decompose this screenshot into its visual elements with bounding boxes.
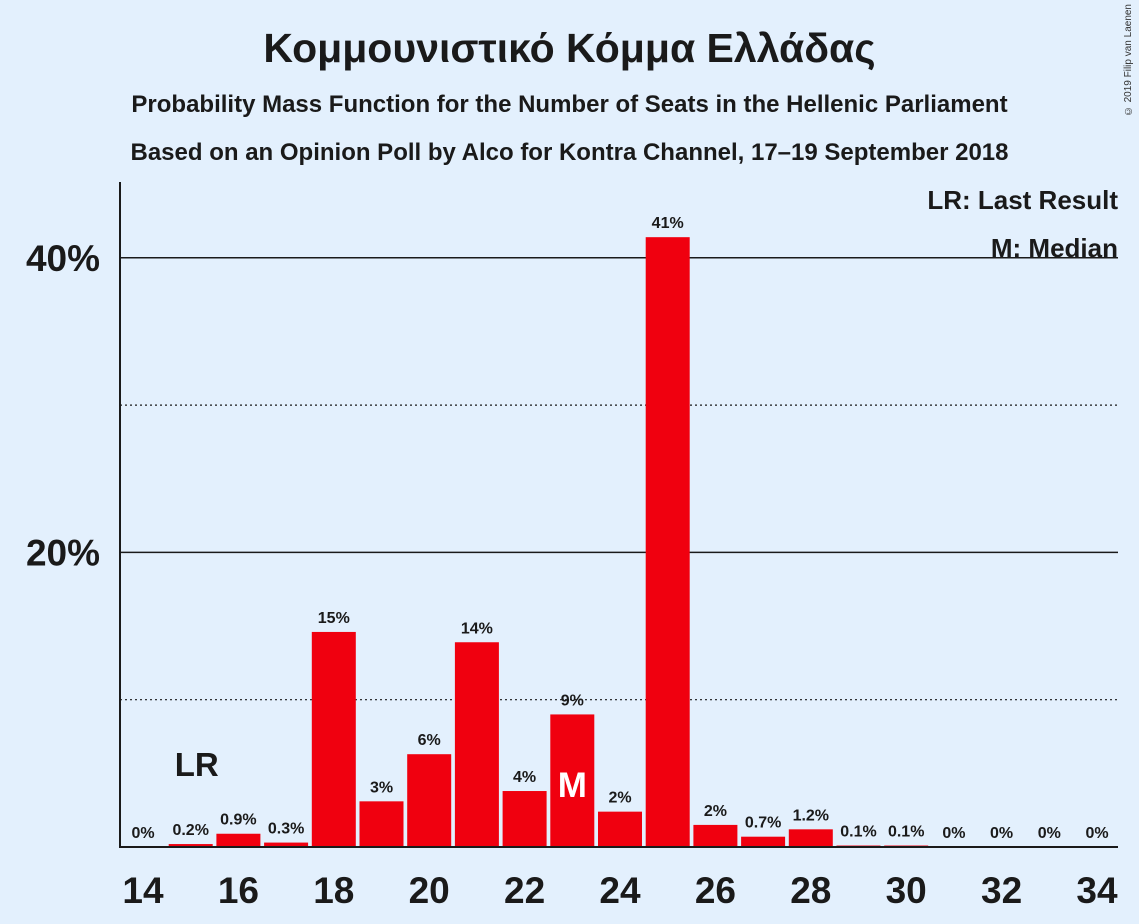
grid-lines [120,257,1118,701]
bar [788,829,833,847]
x-tick-label: 32 [981,870,1022,911]
chart-title: Κομμουνιστικό Κόμμα Ελλάδας [263,25,876,71]
bar [311,631,356,847]
x-tick-label: 26 [695,870,736,911]
bar-value-label: 0.1% [840,824,876,841]
bar-value-label: 0.3% [268,821,304,838]
bar [407,754,452,847]
bar-value-label: 3% [370,779,393,796]
last-result-marker: LR [175,746,219,783]
bar [598,811,642,847]
x-tick-label: 34 [1076,870,1118,911]
x-tick-label: 22 [504,870,545,911]
bar [550,714,595,847]
bar-value-label: 6% [418,732,441,749]
bar [741,836,786,847]
bar-value-label: 41% [652,215,684,232]
bar-value-label: 0% [1038,825,1061,842]
bar [359,801,404,847]
bar-value-label: 0% [131,825,154,842]
bar-value-label: 9% [561,692,584,709]
bar-value-labels: 0% 0.2% 0.9% 0.3% 15% 3% 6% 14% 4% 9% 2% 41% 2% 0.7% 1… [131,215,1108,842]
bar-value-label: 0% [990,825,1013,842]
bar-value-label: 2% [608,790,631,807]
bar [168,844,213,847]
x-tick-label: 24 [599,870,641,911]
y-tick-label: 20% [26,532,100,573]
bar-value-label: 14% [461,620,493,637]
chart-source-line: Based on an Opinion Poll by Alco for Kon… [130,139,1009,166]
legend-last-result: LR: Last Result [927,185,1118,215]
bar-value-label: 0.2% [172,822,208,839]
chart-markers: LR M [175,746,587,805]
bar [645,237,690,848]
bar [502,791,547,847]
bar [216,833,261,847]
bars [168,237,929,848]
x-tick-label: 20 [409,870,450,911]
bar [454,642,499,847]
y-tick-label: 40% [26,238,100,279]
median-marker: M [558,766,587,805]
bar-value-label: 1.2% [793,807,829,824]
bar-value-label: 0% [1085,825,1108,842]
x-tick-label: 18 [313,870,354,911]
x-tick-label: 28 [790,870,831,911]
bar-value-label: 0.7% [745,815,781,832]
bar-value-label: 4% [513,769,536,786]
bar-value-label: 2% [704,803,727,820]
bar-value-label: 0% [942,825,965,842]
chart-subtitle: Probability Mass Function for the Number… [131,91,1008,118]
axes: 20% 40% 14 16 18 20 22 24 26 28 30 32 34 [26,182,1118,911]
bar [264,842,309,847]
x-tick-label: 14 [122,870,164,911]
x-tick-label: 30 [886,870,927,911]
legend-median: M: Median [991,233,1118,263]
bar-value-label: 0.9% [220,812,256,829]
bar [693,824,738,847]
bar-value-label: 0.1% [888,824,924,841]
x-tick-label: 16 [218,870,259,911]
bar-value-label: 15% [318,610,350,627]
